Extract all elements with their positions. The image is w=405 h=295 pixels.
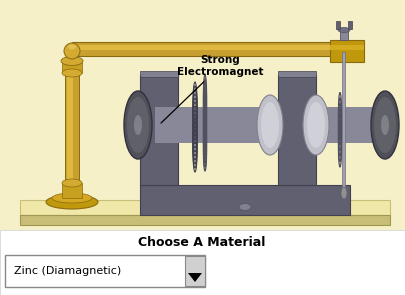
Ellipse shape <box>62 69 82 77</box>
Bar <box>330 40 364 62</box>
Bar <box>0 230 405 295</box>
Polygon shape <box>20 200 390 215</box>
Bar <box>185 256 205 286</box>
Ellipse shape <box>341 187 347 199</box>
Bar <box>140 75 178 185</box>
Bar <box>278 75 316 185</box>
Ellipse shape <box>134 115 142 135</box>
Ellipse shape <box>62 179 82 187</box>
Bar <box>65 73 79 183</box>
Bar <box>340 30 348 40</box>
Text: Strong
Electromagnet: Strong Electromagnet <box>161 55 263 123</box>
Bar <box>342 52 345 190</box>
Ellipse shape <box>257 95 283 155</box>
Ellipse shape <box>61 57 83 65</box>
Text: Zinc (Diamagnetic): Zinc (Diamagnetic) <box>14 266 121 276</box>
Ellipse shape <box>261 102 279 148</box>
Bar <box>140 185 350 215</box>
Ellipse shape <box>127 97 149 153</box>
Bar <box>155 107 270 143</box>
Bar <box>348 21 352 29</box>
Ellipse shape <box>381 115 389 135</box>
Ellipse shape <box>371 91 399 159</box>
Ellipse shape <box>303 95 329 155</box>
Ellipse shape <box>124 91 152 159</box>
Bar <box>72 42 342 56</box>
Bar <box>62 61 82 73</box>
Bar <box>316 107 376 143</box>
Ellipse shape <box>52 193 92 203</box>
Ellipse shape <box>46 195 98 209</box>
Bar <box>62 183 82 198</box>
Bar <box>72 45 342 50</box>
Ellipse shape <box>307 102 325 148</box>
Bar <box>140 71 178 77</box>
Bar <box>67 73 73 183</box>
Bar <box>0 0 405 230</box>
Text: Choose A Material: Choose A Material <box>139 237 266 250</box>
Bar <box>336 21 340 29</box>
Polygon shape <box>188 273 202 282</box>
Ellipse shape <box>239 204 251 211</box>
Ellipse shape <box>374 97 396 153</box>
Ellipse shape <box>68 45 76 50</box>
Ellipse shape <box>338 27 350 32</box>
Ellipse shape <box>64 43 80 59</box>
Polygon shape <box>20 215 390 225</box>
Bar <box>330 45 364 50</box>
Bar <box>5 255 205 287</box>
Bar <box>278 71 316 77</box>
